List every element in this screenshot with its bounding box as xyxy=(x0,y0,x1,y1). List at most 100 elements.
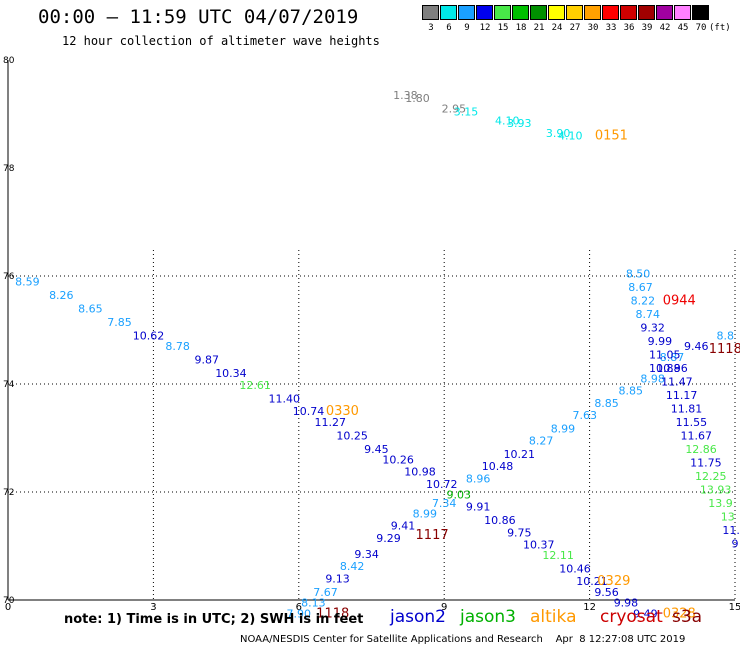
wave-height-label: 1.80 xyxy=(405,92,430,105)
legend-swatch xyxy=(422,5,439,20)
legend-swatch xyxy=(620,5,637,20)
wave-height-label: 1.38 xyxy=(393,89,418,102)
legend-label: 33 xyxy=(605,23,617,33)
legend-label: 3 xyxy=(428,23,434,33)
wave-height-label: 8.27 xyxy=(529,435,554,448)
wave-height-label: 7.34 xyxy=(432,497,457,510)
legend-label: 18 xyxy=(515,23,527,33)
legend-swatch xyxy=(512,5,529,20)
wave-height-label: 9.75 xyxy=(507,527,532,540)
time-label: 1117 xyxy=(416,528,449,543)
wave-height-label: 3.15 xyxy=(454,105,479,118)
wave-height-label: 4.10 xyxy=(558,130,583,143)
wave-height-label: 8.85 xyxy=(594,397,619,410)
wave-height-label: 11. xyxy=(722,524,740,537)
legend-swatch xyxy=(656,5,673,20)
wave-height-label: 8.50 xyxy=(626,267,651,280)
wave-height-label: 9.56 xyxy=(594,586,619,599)
wave-height-label: 10.88 xyxy=(649,362,681,375)
satellite-jason3: jason3 xyxy=(460,607,516,627)
wave-height-label: 11.55 xyxy=(676,416,708,429)
wave-height-label: 10.96 xyxy=(656,362,688,375)
legend-label: 36 xyxy=(623,23,635,33)
wave-height-label: 7.67 xyxy=(313,586,338,599)
y-tick-label: 80 xyxy=(3,56,15,66)
wave-height-label: 8.96 xyxy=(466,473,491,486)
wave-height-label: 13 xyxy=(721,510,735,523)
wave-height-label: 10.98 xyxy=(404,465,436,478)
wave-height-label: 12.61 xyxy=(239,379,271,392)
satellite-jason2: jason2 xyxy=(390,607,446,627)
wave-height-label: 10.26 xyxy=(382,454,414,467)
legend-swatch xyxy=(566,5,583,20)
wave-height-label: 7.90 xyxy=(287,608,312,621)
x-tick-label: 0 xyxy=(5,602,11,613)
chart-title: 00:00 – 11:59 UTC 04/07/2019 xyxy=(38,6,359,28)
wave-height-label: 8.13 xyxy=(301,597,326,610)
wave-height-label: 9.13 xyxy=(325,572,350,585)
wave-height-label: 8.78 xyxy=(165,340,190,353)
axes xyxy=(7,60,735,601)
legend-swatch xyxy=(548,5,565,20)
wave-height-label: 10.46 xyxy=(559,563,591,576)
wave-height-label: 9.87 xyxy=(194,354,219,367)
legend-swatch xyxy=(494,5,511,20)
legend-swatch xyxy=(530,5,547,20)
x-tick-label: 6 xyxy=(296,602,302,613)
wave-height-label: 11.75 xyxy=(690,456,722,469)
time-label: 0330 xyxy=(326,404,359,419)
wave-height-label: 10.74 xyxy=(293,405,325,418)
footnote: note: 1) Time is in UTC; 2) SWH is in fe… xyxy=(64,612,364,627)
legend-label: 12 xyxy=(479,23,491,33)
satellite-s3a: s3a xyxy=(672,607,703,627)
wave-height-label: 2.95 xyxy=(442,103,467,116)
wave-height-label: 4.10 xyxy=(495,114,520,127)
wave-height-label: 12.11 xyxy=(542,549,574,562)
wave-height-label: 9.98 xyxy=(614,597,639,610)
chart-subtitle: 12 hour collection of altimeter wave hei… xyxy=(62,34,380,48)
wave-height-label: 7.85 xyxy=(107,316,132,329)
legend-swatch xyxy=(602,5,619,20)
legend-label: 45 xyxy=(677,23,689,33)
wave-height-label: 8.26 xyxy=(49,289,74,302)
wave-height-label: 8.22 xyxy=(631,294,656,307)
wave-height-label: 8.67 xyxy=(628,281,653,294)
wave-height-label: 8.59 xyxy=(15,275,40,288)
y-tick-label: 70 xyxy=(3,596,15,606)
legend-swatch xyxy=(440,5,457,20)
legend-label: 24 xyxy=(551,23,563,33)
wave-height-label: 9.29 xyxy=(376,532,401,545)
wave-height-label: 10.48 xyxy=(482,460,514,473)
wave-height-label: 8.87 xyxy=(660,351,685,364)
wave-height-label: 8.8 xyxy=(717,329,735,342)
wave-height-label: 7.63 xyxy=(573,409,598,422)
wave-height-label: 12.25 xyxy=(695,470,727,483)
wave-height-label: 8.98 xyxy=(640,373,665,386)
legend-label: 39 xyxy=(641,23,653,33)
wave-height-label: 8.74 xyxy=(636,308,661,321)
legend-swatch xyxy=(638,5,655,20)
wave-height-label: 11.17 xyxy=(666,389,698,402)
wave-height-label: 13.9 xyxy=(708,497,733,510)
wave-height-label: 9.99 xyxy=(648,335,673,348)
wave-height-label: 3.93 xyxy=(507,117,532,130)
wave-height-label: 9.91 xyxy=(466,501,491,514)
wave-height-label: 10.34 xyxy=(215,367,247,380)
wave-height-label: 9 xyxy=(732,537,739,550)
wave-height-label: 8.42 xyxy=(340,560,365,573)
tick-labels: 0 3 6 9 12 15 80 78 76 74 72 70 xyxy=(3,56,740,613)
wave-height-label: 9.49 xyxy=(633,608,658,621)
y-tick-label: 78 xyxy=(3,164,15,174)
wave-height-label: 10.21 xyxy=(576,575,608,588)
wave-height-label: 9.41 xyxy=(391,519,416,532)
legend-unit: (ft) xyxy=(709,23,731,33)
wave-height-label: 8.99 xyxy=(413,508,438,521)
wave-height-label: 11.27 xyxy=(315,416,347,429)
wave-height-label: 11.47 xyxy=(661,375,693,388)
wave-height-label: 10.62 xyxy=(133,329,165,342)
wave-height-label: 9.03 xyxy=(446,489,471,502)
wave-height-label: 12.86 xyxy=(685,443,717,456)
legend-swatch xyxy=(674,5,691,20)
legend-label: 6 xyxy=(446,23,452,33)
